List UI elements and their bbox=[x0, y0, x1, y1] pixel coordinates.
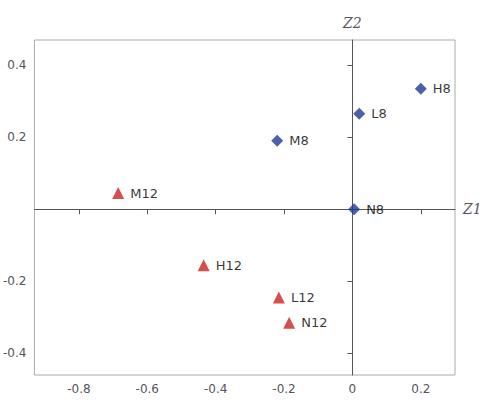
svg-text:H12: H12 bbox=[216, 258, 242, 273]
svg-text:-0.2: -0.2 bbox=[3, 274, 26, 288]
svg-text:L12: L12 bbox=[291, 290, 315, 305]
svg-text:Z2: Z2 bbox=[342, 15, 362, 31]
svg-text:L8: L8 bbox=[371, 106, 387, 121]
svg-text:M12: M12 bbox=[130, 186, 158, 201]
svg-text:0: 0 bbox=[349, 382, 357, 396]
svg-text:0.4: 0.4 bbox=[7, 58, 26, 72]
svg-text:-0.8: -0.8 bbox=[67, 382, 90, 396]
svg-text:N12: N12 bbox=[301, 315, 327, 330]
svg-text:M8: M8 bbox=[289, 133, 309, 148]
svg-text:-0.4: -0.4 bbox=[204, 382, 227, 396]
svg-text:-0.2: -0.2 bbox=[272, 382, 295, 396]
svg-text:0.2: 0.2 bbox=[7, 130, 26, 144]
svg-text:-0.4: -0.4 bbox=[3, 346, 26, 360]
svg-text:-0.6: -0.6 bbox=[136, 382, 159, 396]
svg-text:0.2: 0.2 bbox=[411, 382, 430, 396]
svg-text:N8: N8 bbox=[366, 202, 384, 217]
svg-text:H8: H8 bbox=[433, 81, 451, 96]
svg-text:Z1: Z1 bbox=[462, 201, 482, 217]
